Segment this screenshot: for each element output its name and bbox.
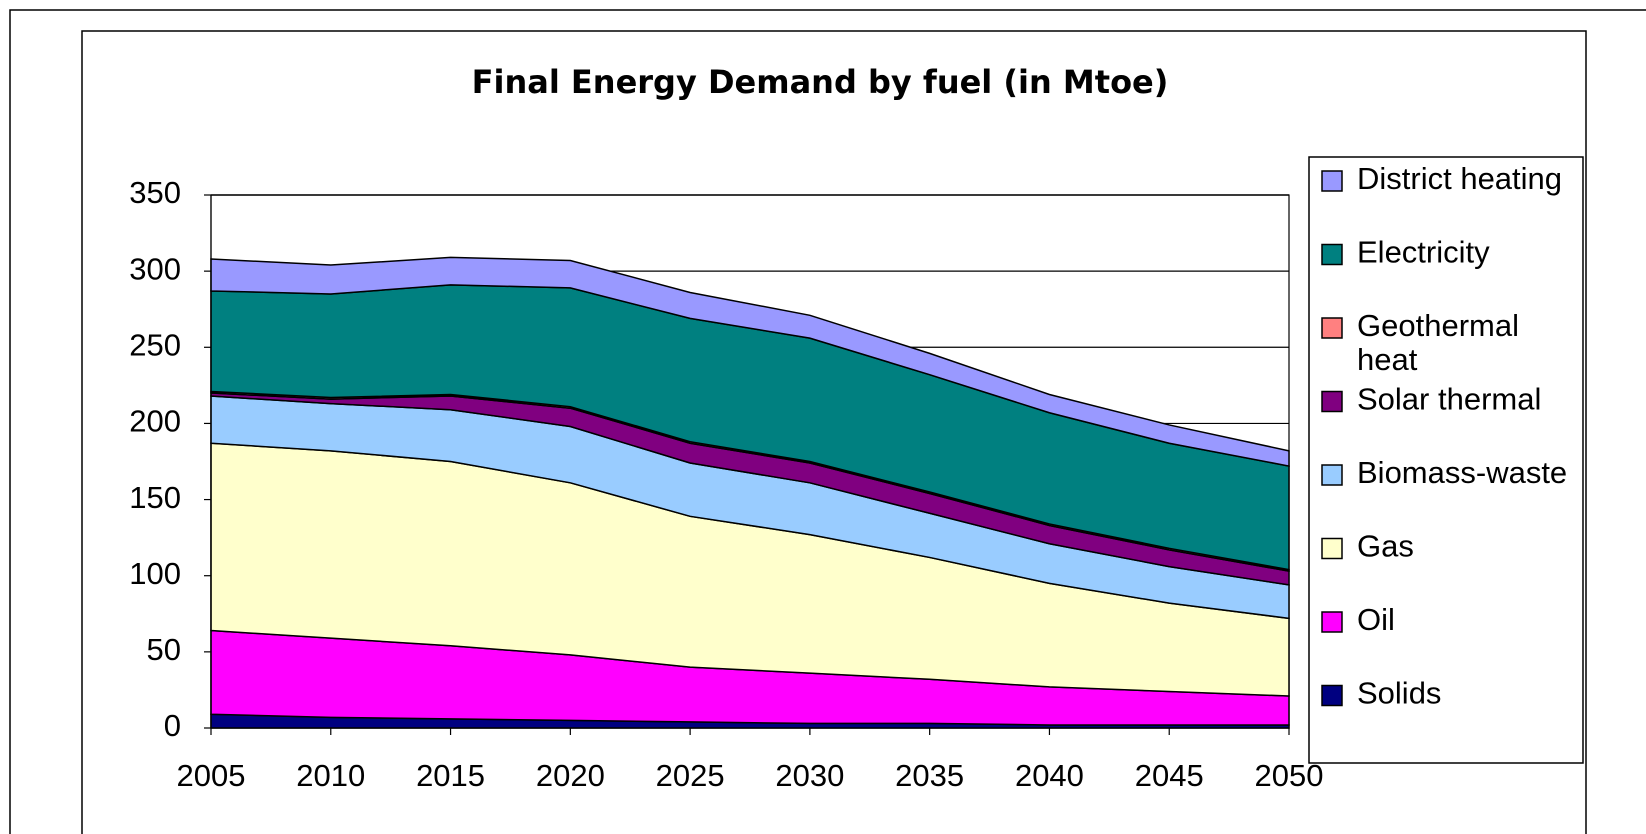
x-tick-label: 2015	[416, 758, 485, 793]
x-tick-label: 2020	[536, 758, 605, 793]
y-tick-label: 150	[129, 480, 181, 515]
y-tick-label: 300	[129, 251, 181, 286]
legend-swatch	[1321, 317, 1343, 339]
y-tick-label: 350	[129, 175, 181, 210]
x-tick-label: 2035	[895, 758, 964, 793]
legend-label: District heating	[1357, 161, 1562, 196]
x-tick-label: 2005	[177, 758, 246, 793]
legend-label: Biomass-waste	[1357, 455, 1567, 490]
legend-swatch	[1321, 243, 1343, 266]
legend-box	[1308, 156, 1584, 764]
x-tick-label: 2040	[1015, 758, 1084, 793]
legend-label: Oil	[1357, 602, 1395, 637]
legend-label: Geothermal heat	[1357, 308, 1519, 377]
y-tick-label: 250	[129, 327, 181, 362]
legend-swatch	[1321, 537, 1343, 560]
chart-title: Final Energy Demand by fuel (in Mtoe)	[472, 63, 1169, 101]
x-tick-label: 2010	[296, 758, 365, 793]
y-tick-label: 0	[164, 708, 181, 743]
y-tick-label: 50	[147, 632, 181, 667]
x-tick-label: 2030	[775, 758, 844, 793]
legend-label: Gas	[1357, 529, 1414, 564]
legend-swatch	[1321, 170, 1343, 192]
area	[210, 256, 1290, 467]
x-tick-label: 2045	[1135, 758, 1204, 793]
legend-label: Solar thermal	[1357, 382, 1541, 417]
legend-label: Solids	[1357, 676, 1441, 711]
x-tick-label: 2025	[656, 758, 725, 793]
legend-label: Electricity	[1357, 235, 1490, 270]
y-tick-label: 200	[129, 404, 181, 439]
legend-swatch	[1321, 464, 1343, 486]
page-border	[9, 9, 1646, 834]
y-tick-label: 100	[129, 556, 181, 591]
legend-swatch	[1321, 390, 1343, 413]
x-tick-label: 2050	[1255, 758, 1324, 793]
legend-swatch	[1321, 684, 1343, 707]
legend-swatch	[1321, 611, 1343, 633]
